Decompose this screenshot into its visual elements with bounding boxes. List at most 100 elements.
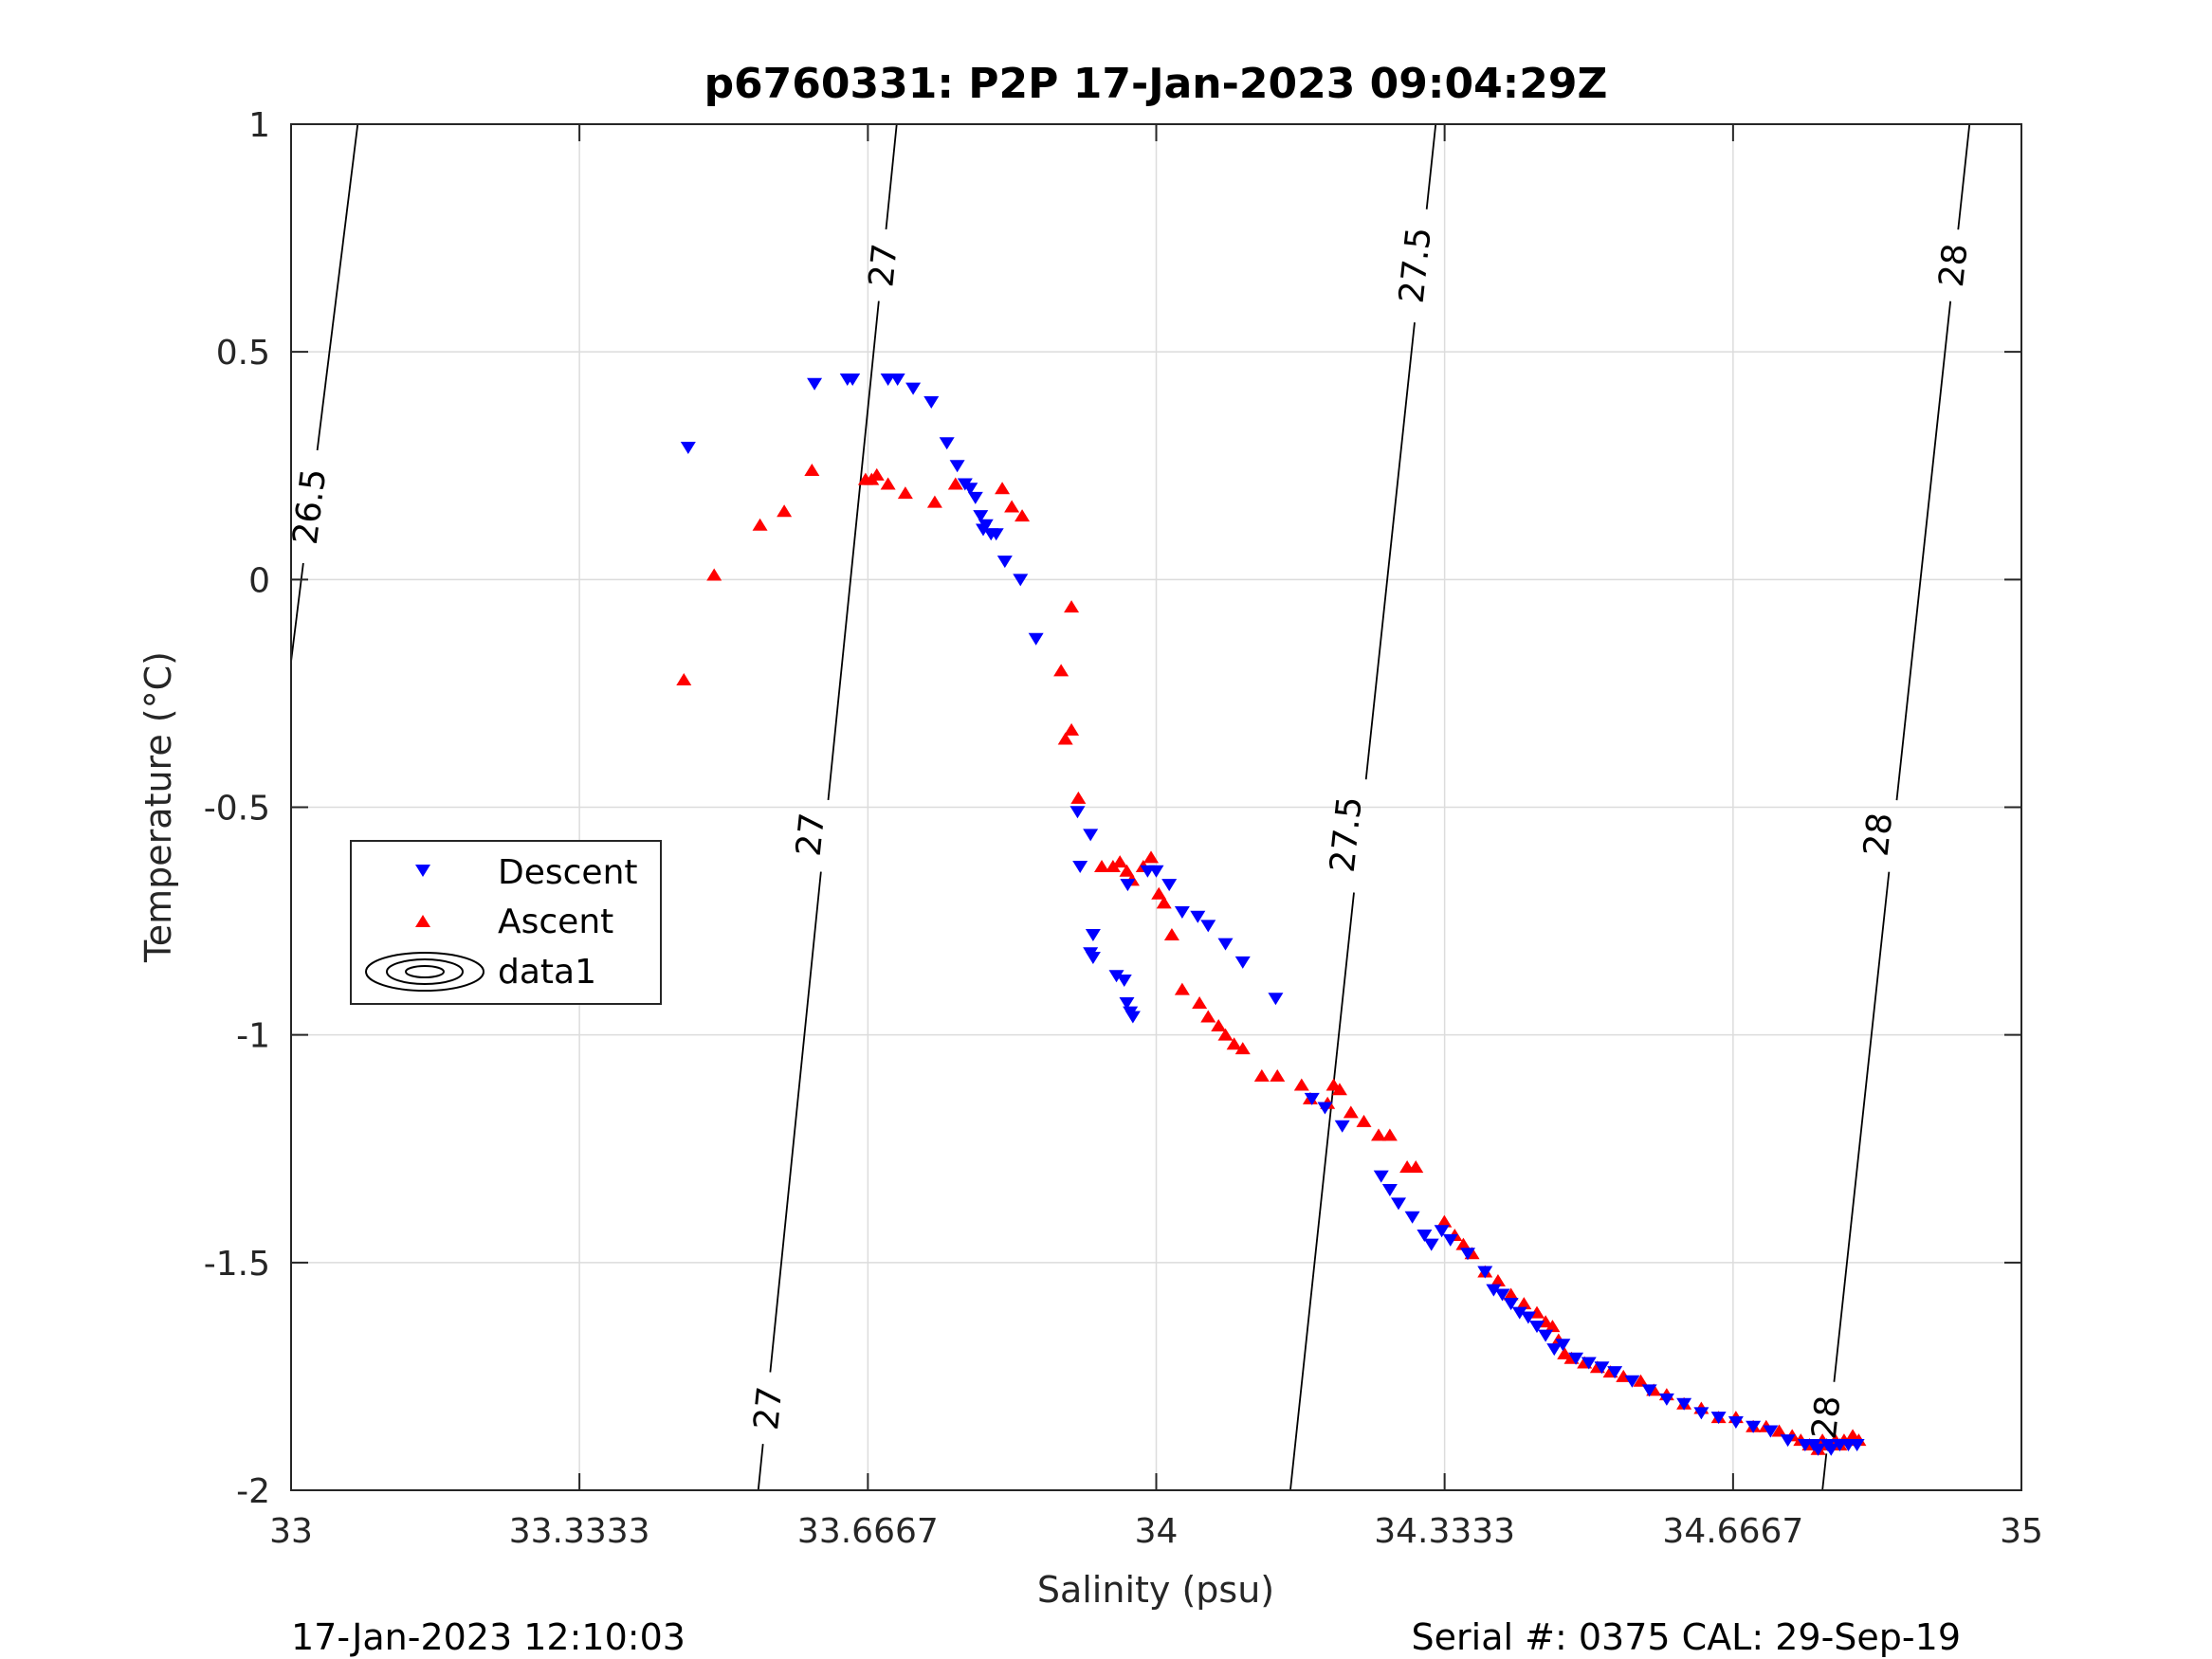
sigma-contour-segment [1957,123,1971,230]
sigma-contour-segment [885,123,898,230]
ascent-point [1070,791,1087,804]
descent-point [1116,975,1132,988]
legend-descent-marker [415,865,430,877]
descent-point [996,556,1013,569]
descent-point [1174,905,1190,919]
descent-point [1161,879,1178,892]
descent-point [1641,1384,1657,1397]
descent-point [1658,1393,1674,1406]
sigma-contour-segment [1895,301,1952,801]
ascent-point [706,568,722,581]
legend: Descent Ascent data1 [350,840,662,1005]
descent-point [1676,1397,1692,1411]
descent-point [1072,860,1088,873]
descent-point [1069,806,1086,819]
ascent-point [1119,864,1135,877]
grid-lines [291,124,2021,1490]
ascent-point [1503,1287,1519,1301]
descent-point [1148,865,1164,878]
ascent-point [1381,1128,1398,1141]
sigma-contour-segment [1821,1453,1828,1491]
x-tick-label: 33.6667 [797,1512,939,1551]
ascent-point [676,673,692,686]
descent-point [1124,1011,1141,1024]
ascent-point [752,518,768,531]
descent-point [1085,952,1101,965]
y-tick-label: 0.5 [216,334,270,373]
descent-point [1503,1298,1519,1311]
legend-ascent-label: Ascent [498,902,613,941]
ascent-point [1015,509,1031,522]
ascent-point [1211,1019,1227,1032]
ascent-point [1633,1374,1649,1387]
sigma-contour-segment [1289,892,1355,1491]
descent-point [1568,1352,1584,1365]
ascent-point [1408,1159,1424,1173]
descent-point [978,519,994,532]
ascent-point [1156,896,1172,909]
descent-point [1083,829,1099,842]
ascent-point [1516,1297,1532,1310]
ascent-point [1053,664,1069,677]
ascent-point [1112,855,1128,868]
descent-point [1529,1321,1545,1334]
descent-point [1780,1434,1796,1448]
ascent-point [1455,1237,1472,1250]
y-tick-label: -1.5 [204,1245,270,1284]
descent-point [1013,574,1029,587]
ascent-point [1200,1010,1216,1023]
descent-point [1085,928,1101,941]
ascent-point [947,477,963,490]
descent-point [1423,1238,1439,1251]
ascent-point [1105,859,1121,872]
descent-point [1546,1343,1563,1357]
ascent-point [880,477,896,490]
descent-point [1693,1407,1709,1420]
chart-title: p6760331: P2P 17-Jan-2023 09:04:29Z [704,60,1608,108]
descent-point [1607,1366,1623,1379]
ascent-point [897,486,913,500]
contour-label: 28 [1805,1394,1849,1441]
descent-point [1217,938,1234,951]
descent-point [889,373,905,386]
sigma-contour-segment [827,301,880,801]
ascent-point [1371,1128,1387,1141]
y-tick-label: -2 [236,1472,270,1511]
legend-descent-label: Descent [498,853,638,892]
descent-point [973,510,989,523]
descent-point [923,396,940,410]
descent-point [1200,920,1216,933]
descent-point [1624,1375,1640,1388]
descent-point [1317,1102,1333,1115]
x-tick-label: 35 [2000,1512,2043,1551]
legend-contour-icon [365,952,484,992]
descent-point [1404,1211,1420,1224]
sigma-contour-segment [769,871,822,1373]
ascent-point [1192,996,1208,1010]
ascent-point [1490,1274,1506,1287]
sigma-contour-segment [1364,322,1416,780]
descent-point [1304,1092,1320,1105]
descent-point [1494,1288,1510,1302]
y-axis-label: Temperature (°C) [137,651,179,963]
x-tick-label: 34 [1135,1512,1179,1551]
x-tick-label: 33.3333 [509,1512,650,1551]
ascent-point [1064,722,1080,736]
descent-point [1555,1339,1571,1352]
descent-point [1391,1197,1406,1211]
contour-label: 28 [1857,811,1901,858]
contour-label: 27.5 [1324,794,1370,874]
descent-point [1763,1425,1779,1438]
descent-point [1819,1438,1836,1451]
ascent-point [1234,1042,1251,1055]
descent-point [1381,1183,1398,1196]
contour-label: 27 [790,811,832,858]
footer-serial-cal: Serial #: 0375 CAL: 29-Sep-19 [1412,1616,1961,1658]
descent-point [1746,1420,1762,1433]
descent-point [1334,1120,1350,1133]
ascent-point [1226,1037,1242,1050]
descent-point [1728,1415,1744,1429]
descent-point [1373,1170,1389,1183]
descent-point [1594,1361,1610,1375]
